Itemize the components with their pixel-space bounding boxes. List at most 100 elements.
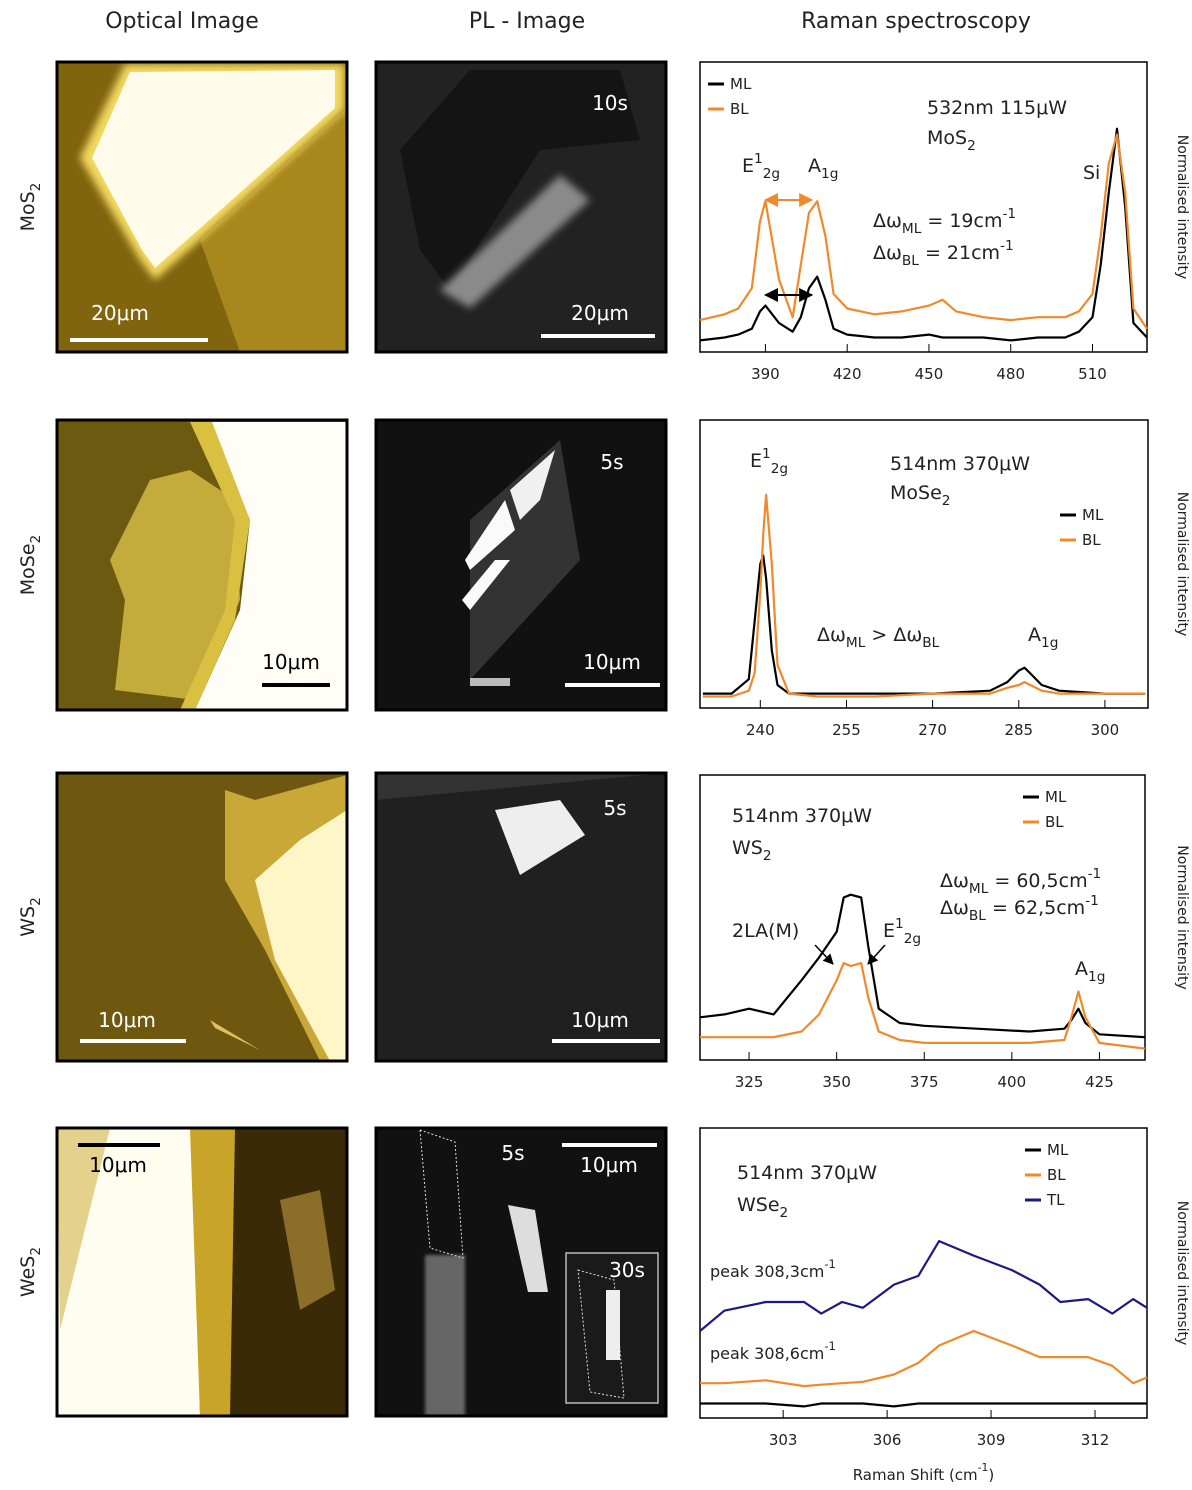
text-part: = 21cm bbox=[919, 242, 1000, 264]
text-part: Δω bbox=[940, 897, 969, 919]
x-tick-label: 350 bbox=[822, 1073, 851, 1091]
text-part: 514nm 370μW bbox=[737, 1162, 877, 1184]
text-part: 2 bbox=[780, 1205, 789, 1221]
legend-label: ML bbox=[1047, 1141, 1069, 1159]
text-part: peak 308,3cm bbox=[710, 1262, 824, 1281]
annotation: WSe2 bbox=[737, 1194, 788, 1221]
annotation: ΔωBL = 62,5cm-1 bbox=[940, 893, 1099, 924]
x-tick-label: 325 bbox=[735, 1073, 764, 1091]
x-tick-label: 300 bbox=[1091, 721, 1120, 739]
legend-label: TL bbox=[1046, 1191, 1065, 1209]
text-part: WeS bbox=[17, 1256, 39, 1297]
arrow bbox=[815, 945, 833, 964]
text-part: Raman Shift (cm bbox=[853, 1466, 978, 1484]
annotation: 514nm 370μW bbox=[737, 1162, 877, 1184]
text-part: WS bbox=[17, 906, 39, 937]
text-part: 532nm 115μW bbox=[927, 97, 1067, 119]
x-tick-label: 240 bbox=[746, 721, 775, 739]
text-part: 1 bbox=[762, 446, 771, 462]
text-part: BL bbox=[902, 253, 919, 269]
text-part: A bbox=[1028, 624, 1041, 646]
scale-label: 10μm bbox=[98, 1008, 156, 1032]
text-part: -1 bbox=[824, 1339, 835, 1353]
x-tick-label: 510 bbox=[1078, 365, 1107, 383]
text-part: 514nm 370μW bbox=[890, 453, 1030, 475]
annotation: ΔωBL = 21cm-1 bbox=[873, 238, 1014, 269]
legend-label: BL bbox=[1047, 1166, 1066, 1184]
annotation: peak 308,3cm-1 bbox=[710, 1257, 836, 1281]
annotation: E12g bbox=[750, 446, 788, 477]
y-axis-label: Normalised intensity bbox=[1174, 1201, 1190, 1345]
column-header: PL - Image bbox=[469, 9, 585, 34]
text-part: 2 bbox=[763, 848, 772, 864]
text-part: ) bbox=[988, 1466, 994, 1484]
text-part: WSe bbox=[737, 1194, 780, 1216]
x-tick-label: 375 bbox=[910, 1073, 939, 1091]
text-part: 2LA(M) bbox=[732, 920, 799, 942]
text-part: 514nm 370μW bbox=[732, 805, 872, 827]
text-part: Si bbox=[1083, 162, 1100, 184]
text-part: MoS bbox=[17, 191, 39, 231]
annotation: A1g bbox=[1075, 958, 1105, 985]
text-part: Δω bbox=[817, 624, 846, 646]
x-tick-label: 450 bbox=[915, 365, 944, 383]
text-part: ML bbox=[846, 635, 866, 651]
x-tick-label: 306 bbox=[873, 1431, 902, 1449]
text-part: 2 bbox=[28, 535, 44, 544]
text-part: 2g bbox=[771, 461, 788, 477]
scale-label: 10μm bbox=[580, 1153, 638, 1177]
text-part: -1 bbox=[978, 1461, 989, 1474]
exposure-label: 30s bbox=[609, 1258, 645, 1282]
annotation: 514nm 370μW bbox=[890, 453, 1030, 475]
text-part: -1 bbox=[1002, 206, 1016, 222]
text-part: E bbox=[742, 155, 754, 177]
text-part: 1 bbox=[895, 916, 904, 932]
text-part: 2 bbox=[967, 138, 976, 154]
annotation: E12g bbox=[883, 916, 921, 947]
text-part: WS bbox=[732, 837, 763, 859]
text-part: > Δω bbox=[865, 624, 922, 646]
x-tick-label: 255 bbox=[832, 721, 861, 739]
text-part: 2g bbox=[904, 931, 921, 947]
legend-label: ML bbox=[730, 75, 752, 93]
text-part: A bbox=[808, 155, 821, 177]
text-part: -1 bbox=[1085, 893, 1099, 909]
text-part: = 60,5cm bbox=[988, 870, 1087, 892]
text-part: ML bbox=[969, 881, 989, 897]
text-part: = 19cm bbox=[921, 210, 1002, 232]
text-part: 1g bbox=[1041, 635, 1058, 651]
annotation: 514nm 370μW bbox=[732, 805, 872, 827]
x-tick-label: 309 bbox=[977, 1431, 1006, 1449]
x-tick-label: 400 bbox=[998, 1073, 1027, 1091]
annotation: 532nm 115μW bbox=[927, 97, 1067, 119]
scale-label: 20μm bbox=[91, 301, 149, 325]
annotation: A1g bbox=[808, 155, 838, 182]
x-tick-label: 425 bbox=[1085, 1073, 1114, 1091]
y-axis-label: Normalised intensity bbox=[1174, 492, 1190, 636]
annotation: WS2 bbox=[732, 837, 772, 864]
text-part: MoSe bbox=[17, 543, 39, 595]
row-label: WS2 bbox=[17, 897, 44, 937]
text-part: BL bbox=[969, 908, 986, 924]
text-part: 1 bbox=[754, 151, 763, 167]
text-part: 2g bbox=[763, 166, 780, 182]
series-line bbox=[703, 495, 1145, 697]
text-part: E bbox=[750, 450, 762, 472]
text-part: ML bbox=[902, 221, 922, 237]
figure: Optical Image PL - Image Raman spectrosc… bbox=[0, 0, 1192, 1486]
x-tick-label: 312 bbox=[1081, 1431, 1110, 1449]
legend-label: BL bbox=[1045, 813, 1064, 831]
y-axis-label: Normalised intensity bbox=[1174, 845, 1190, 989]
annotation: 2LA(M) bbox=[732, 920, 799, 942]
x-tick-label: 420 bbox=[833, 365, 862, 383]
text-part: Δω bbox=[940, 870, 969, 892]
text-part: Δω bbox=[873, 242, 902, 264]
row-label: MoSe2 bbox=[17, 535, 44, 595]
text-part: 2 bbox=[28, 183, 44, 192]
text-part: 1g bbox=[1088, 969, 1105, 985]
legend-label: BL bbox=[1082, 531, 1101, 549]
annotation: Si bbox=[1083, 162, 1100, 184]
annotation: MoS2 bbox=[927, 127, 976, 154]
exposure-label: 10s bbox=[592, 91, 628, 115]
x-tick-label: 480 bbox=[996, 365, 1025, 383]
